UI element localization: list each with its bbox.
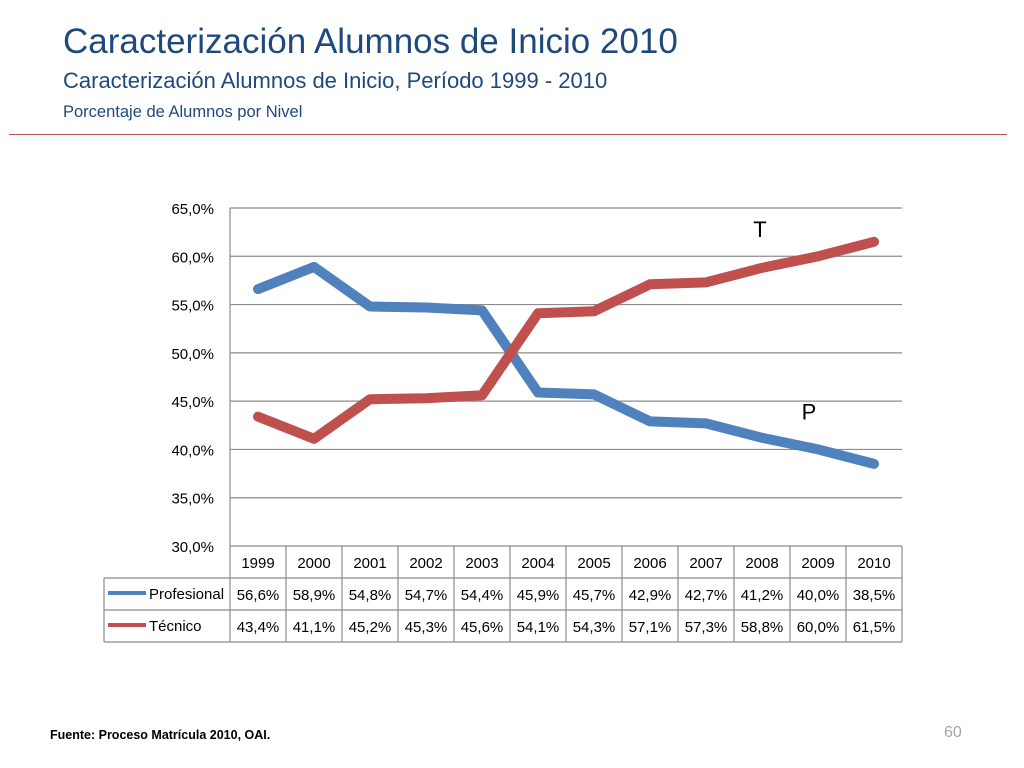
data-table: 1999 2000 2001 2002 2003 2004 2005 2006 2007 2008… [103, 545, 903, 643]
data-point [369, 306, 371, 308]
chart-gridlines [229, 207, 902, 546]
data-point [649, 420, 651, 422]
page-number: 60 [944, 724, 962, 741]
data-cell: 42,9% [629, 587, 672, 604]
data-cell: 54,4% [461, 587, 504, 604]
source-note: Fuente: Proceso Matrícula 2010, OAI. [50, 728, 271, 742]
data-point [593, 310, 595, 312]
y-tick-label: 35,0% [171, 491, 214, 508]
data-cell: 45,9% [517, 587, 560, 604]
x-category-label: 1999 [241, 555, 274, 572]
data-cell: 57,3% [685, 619, 728, 636]
x-category-label: 2006 [633, 555, 666, 572]
y-tick-label: 45,0% [171, 394, 214, 411]
data-point [873, 463, 875, 465]
data-point [257, 288, 259, 290]
x-category-label: 2001 [353, 555, 386, 572]
slide-subtitle: Caracterización Alumnos de Inicio, Perío… [63, 68, 608, 93]
x-category-label: 2008 [745, 555, 778, 572]
x-category-label: 2004 [521, 555, 554, 572]
data-point [481, 309, 483, 311]
slide-subtitle-secondary: Porcentaje de Alumnos por Nivel [63, 103, 303, 121]
data-cell: 54,1% [517, 619, 560, 636]
data-point [817, 448, 819, 450]
x-category-label: 2010 [857, 555, 890, 572]
data-cell: 61,5% [853, 619, 896, 636]
series-line-tecnico [253, 236, 879, 444]
data-cell: 45,6% [461, 619, 504, 636]
y-tick-label: 55,0% [171, 298, 214, 315]
data-point [537, 312, 539, 314]
data-cell: 54,7% [405, 587, 448, 604]
data-point [425, 397, 427, 399]
data-point [705, 281, 707, 283]
series-line-profesional [253, 261, 879, 469]
data-cell: 40,0% [797, 587, 840, 604]
y-tick-label: 65,0% [171, 201, 214, 218]
data-cell: 58,8% [741, 619, 784, 636]
y-axis-labels: 30,0% 35,0% 40,0% 45,0% 50,0% 55,0% 60,0% 65,0% [171, 201, 214, 556]
data-cell: 45,7% [573, 587, 616, 604]
data-cell: 56,6% [237, 587, 280, 604]
legend-label: Profesional [149, 586, 224, 603]
legend-label: Técnico [149, 618, 202, 635]
data-point [537, 391, 539, 393]
chart-series: TP [253, 217, 879, 469]
x-category-label: 2000 [297, 555, 330, 572]
x-category-label: 2003 [465, 555, 498, 572]
x-category-label: 2009 [801, 555, 834, 572]
data-point [593, 393, 595, 395]
data-cell: 54,8% [349, 587, 392, 604]
data-point [761, 437, 763, 439]
slide-title: Caracterización Alumnos de Inicio 2010 [63, 22, 678, 61]
data-cell: 57,1% [629, 619, 672, 636]
data-point [425, 306, 427, 308]
data-point [313, 438, 315, 440]
y-tick-label: 60,0% [171, 249, 214, 266]
x-category-label: 2002 [409, 555, 442, 572]
y-tick-label: 30,0% [171, 539, 214, 556]
data-point [257, 416, 259, 418]
data-point [873, 241, 875, 243]
data-point [705, 422, 707, 424]
data-cell: 42,7% [685, 587, 728, 604]
data-point [369, 398, 371, 400]
data-point [481, 394, 483, 396]
data-cell: 41,1% [293, 619, 336, 636]
data-cell: 60,0% [797, 619, 840, 636]
x-category-label: 2007 [689, 555, 722, 572]
data-cell: 43,4% [237, 619, 280, 636]
title-divider [9, 134, 1007, 135]
annotation-profesional: P [802, 399, 817, 424]
data-point [817, 255, 819, 257]
data-cell: 58,9% [293, 587, 336, 604]
data-cell: 45,3% [405, 619, 448, 636]
data-cell: 38,5% [853, 587, 896, 604]
data-point [761, 267, 763, 269]
data-point [649, 283, 651, 285]
data-point [313, 266, 315, 268]
x-category-label: 2005 [577, 555, 610, 572]
data-cell: 54,3% [573, 619, 616, 636]
annotation-tecnico: T [753, 217, 766, 242]
data-cell: 45,2% [349, 619, 392, 636]
y-tick-label: 40,0% [171, 442, 214, 459]
y-tick-label: 50,0% [171, 346, 214, 363]
data-cell: 41,2% [741, 587, 784, 604]
